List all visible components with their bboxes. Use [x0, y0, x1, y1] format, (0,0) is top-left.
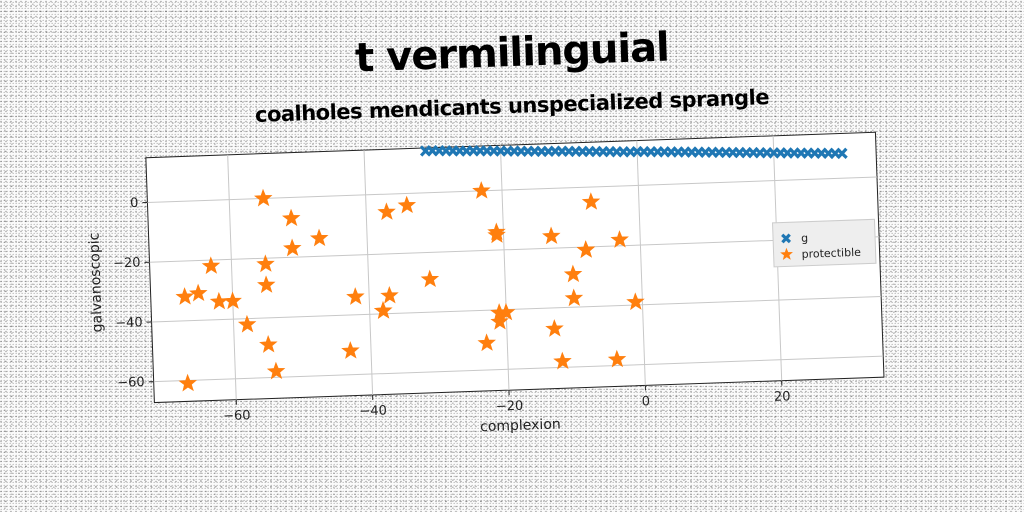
legend-label: g: [801, 232, 808, 245]
grid-line-y: [151, 295, 882, 323]
data-point-star: [564, 288, 584, 307]
series-g: [419, 144, 848, 160]
grid-line-x: [499, 145, 510, 391]
y-tick-label: −40: [115, 315, 143, 331]
data-point-star: [542, 226, 561, 245]
x-axis-label: complexion: [480, 416, 561, 435]
data-point-star: [257, 275, 276, 294]
plot-area: [145, 131, 885, 404]
data-point-star: [281, 208, 301, 227]
series-protectible: [175, 181, 645, 392]
data-point-star: [420, 269, 440, 288]
data-point-star: [201, 256, 221, 275]
data-point-star: [223, 291, 242, 310]
data-point-star: [610, 230, 629, 248]
x-tick-label: −60: [223, 408, 251, 424]
data-point-star: [576, 240, 596, 259]
y-tick-label: 0: [130, 196, 139, 211]
data-point-star: [373, 301, 393, 319]
legend-star-marker: [780, 247, 793, 260]
data-point-star: [259, 335, 278, 353]
y-axis-label: galvanoscopic: [86, 232, 105, 332]
axis-ticks: −60 −40 −20 0 20 0 −20 −40 −60: [113, 196, 791, 424]
x-tick-label: 20: [774, 389, 791, 405]
grid-line-y: [149, 236, 880, 263]
data-point-star: [341, 341, 360, 359]
data-point-star: [309, 228, 329, 247]
data-point-x: [836, 147, 848, 160]
data-point-star: [545, 319, 564, 337]
x-tick-label: 0: [642, 394, 651, 409]
data-point-star: [178, 373, 198, 392]
data-point-star: [283, 238, 302, 257]
data-point-star: [377, 202, 396, 221]
y-tick-label: −60: [117, 375, 145, 391]
grid-line-y: [147, 176, 877, 203]
plot-group: −60 −40 −20 0 20 0 −20 −40 −60 complexion galvan…: [86, 131, 885, 435]
legend-x-marker: [781, 233, 792, 244]
grid-line-x: [636, 140, 646, 386]
data-point-star: [607, 349, 627, 368]
data-point-star: [175, 287, 194, 305]
data-point-star: [397, 195, 417, 214]
grid-line-x: [227, 154, 237, 400]
data-point-star: [189, 283, 208, 302]
data-point-star: [563, 264, 583, 283]
data-point-star: [553, 351, 572, 370]
data-point-star: [237, 314, 257, 333]
data-point-star: [253, 188, 273, 207]
data-point-star: [472, 181, 491, 199]
data-marks: [175, 144, 848, 392]
data-point-star: [490, 312, 509, 330]
data-point-star: [266, 361, 286, 380]
legend-label: protectible: [801, 246, 861, 261]
data-point-star: [477, 333, 496, 352]
grid-line-x: [363, 150, 374, 395]
data-point-star: [346, 287, 365, 305]
y-tick-label: −20: [113, 256, 141, 272]
x-tick-label: −20: [496, 399, 524, 415]
data-point-star: [581, 192, 601, 211]
grid-line-y: [153, 355, 884, 383]
legend-box: [771, 218, 877, 268]
data-point-star: [487, 222, 506, 241]
data-point-star: [626, 292, 645, 311]
data-point-star: [380, 285, 399, 304]
data-point-star: [496, 302, 516, 321]
data-point-star: [256, 254, 275, 273]
x-tick-label: −40: [359, 403, 387, 419]
